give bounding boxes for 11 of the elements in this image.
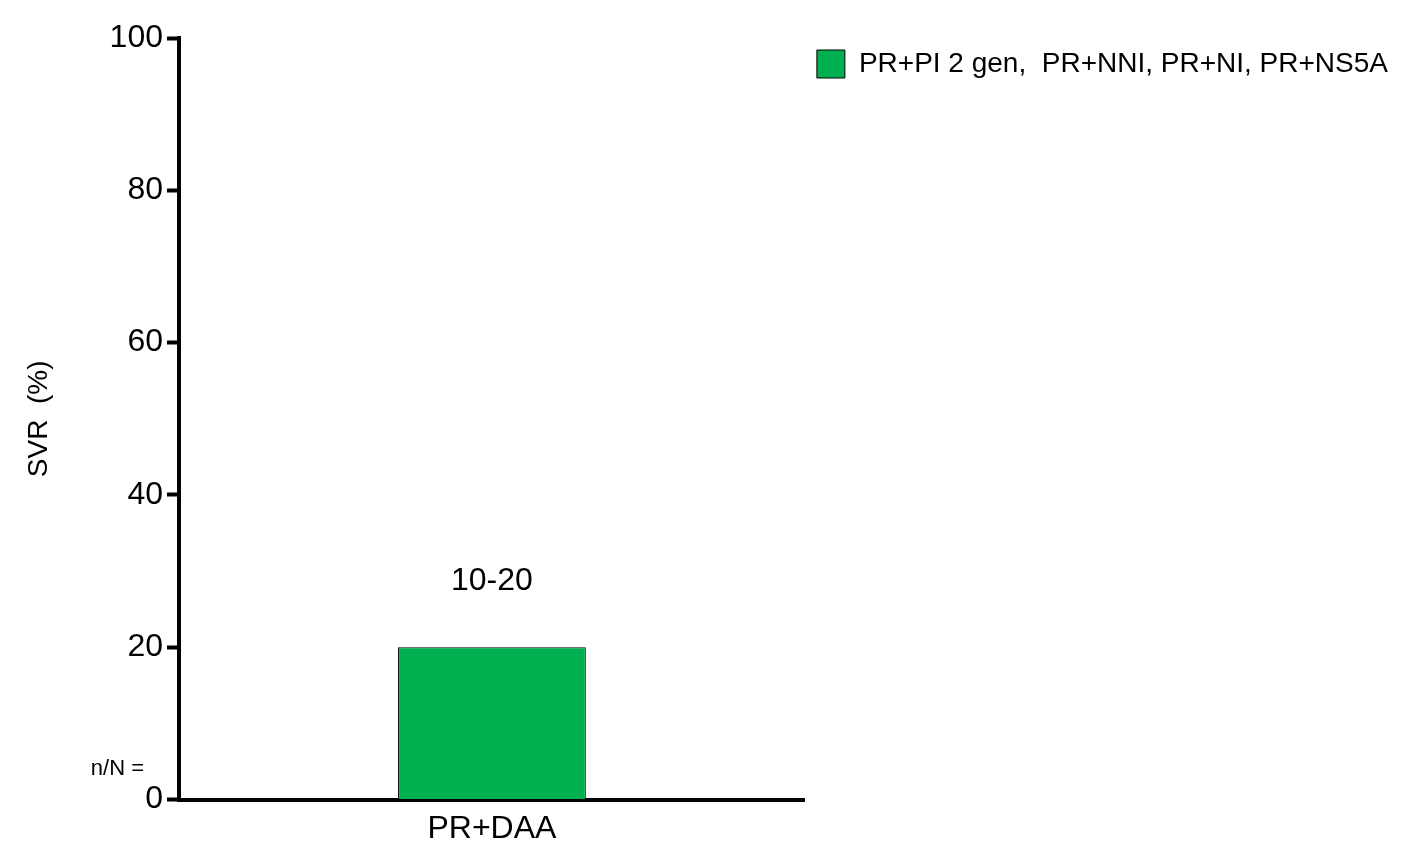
- y-axis-title: SVR (%): [21, 360, 53, 478]
- x-tick-label: PR+DAA: [427, 808, 558, 845]
- y-tick-label: 40: [127, 474, 163, 511]
- y-tick-label: 100: [109, 17, 163, 54]
- y-tick-label: 0: [145, 779, 163, 816]
- data-label: 10-20: [451, 561, 533, 598]
- y-tick-label: 20: [127, 627, 163, 664]
- y-tick-label: 60: [127, 322, 163, 359]
- legend-label: PR+PI 2 gen, PR+NNI, PR+NI, PR+NS5A: [858, 46, 1389, 78]
- text: n/N =: [90, 754, 144, 780]
- y-tick-label: 80: [127, 170, 163, 207]
